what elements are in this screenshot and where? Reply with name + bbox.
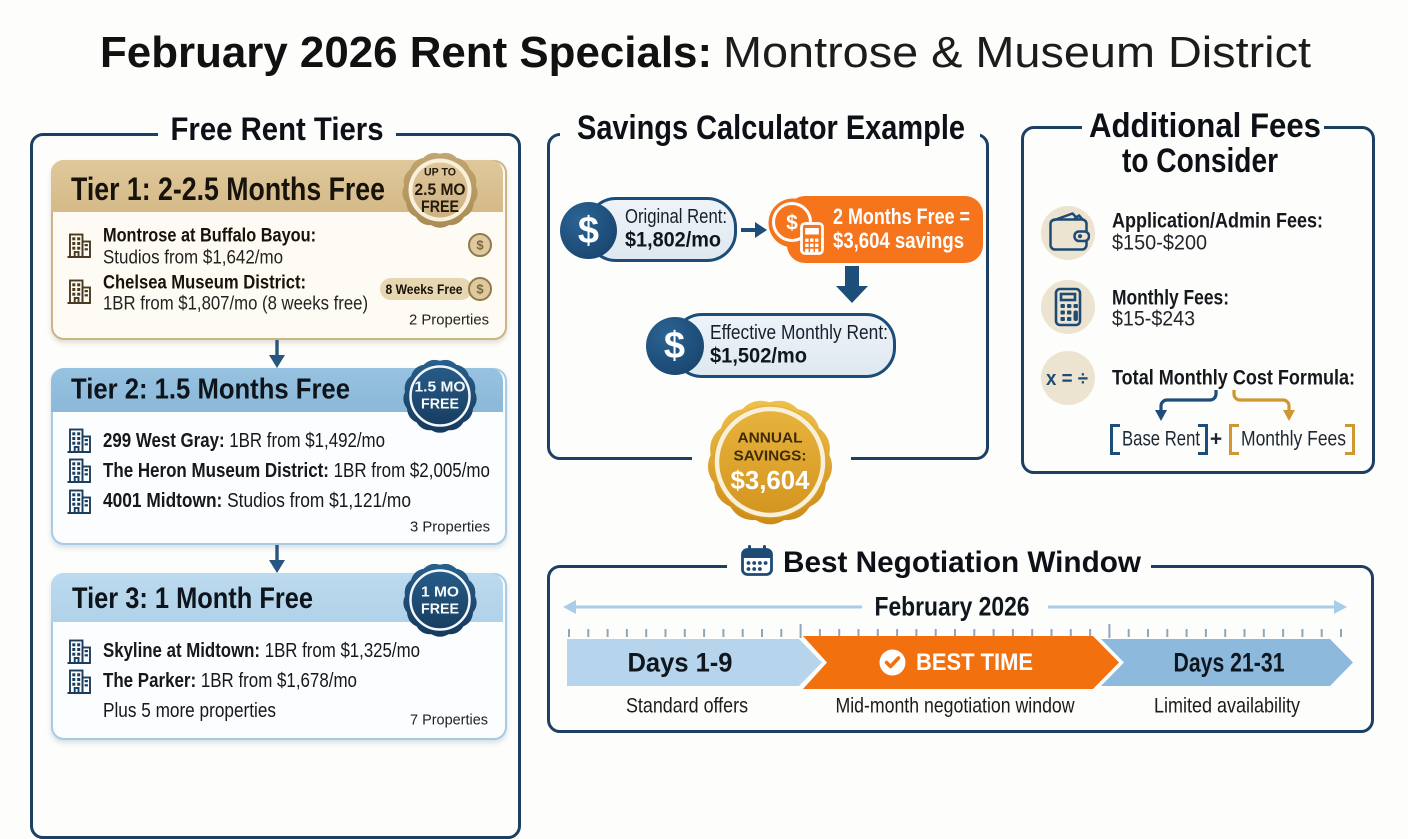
svg-text:$: $ xyxy=(476,282,484,297)
svg-text:$: $ xyxy=(786,212,798,235)
svg-text:$: $ xyxy=(476,238,484,253)
